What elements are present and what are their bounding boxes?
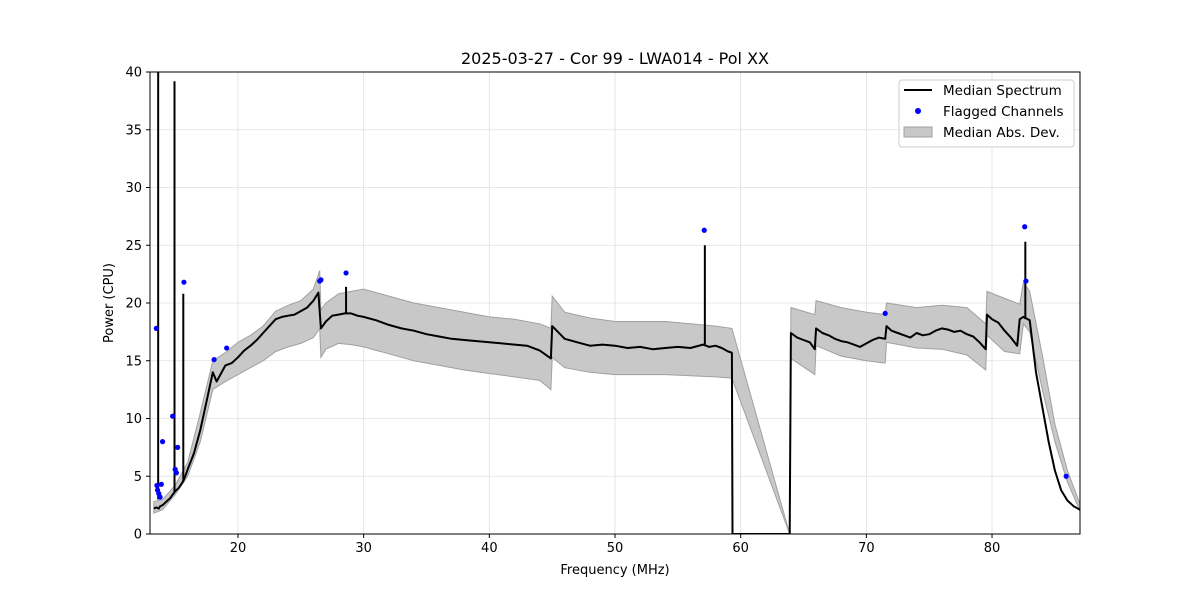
y-tick-label: 20 xyxy=(125,297,142,312)
y-tick-label: 10 xyxy=(125,412,142,427)
flagged-channel-point xyxy=(343,270,349,276)
x-axis-ticks: 20 30 40 50 60 70 80 xyxy=(230,534,1001,556)
x-axis-label: Frequency (MHz) xyxy=(560,563,669,578)
legend-box xyxy=(898,79,1075,148)
x-tick-label: 50 xyxy=(607,541,624,556)
mad-band xyxy=(153,270,1080,534)
flagged-channel-point xyxy=(1023,278,1029,284)
x-tick-label: 80 xyxy=(984,541,1001,556)
y-tick-label: 30 xyxy=(125,181,142,196)
x-tick-label: 20 xyxy=(230,541,247,556)
median-spectrum-line xyxy=(153,291,1080,534)
y-tick-label: 35 xyxy=(125,123,142,138)
legend-flagged-label: Flagged Channels xyxy=(943,104,1064,120)
flagged-channel-point xyxy=(882,310,888,316)
flagged-channel-point xyxy=(157,494,163,500)
flagged-channel-point xyxy=(211,356,217,363)
flagged-channel-point xyxy=(1063,473,1069,479)
y-tick-label: 0 xyxy=(134,528,142,543)
flagged-channel-point xyxy=(701,227,707,233)
flagged-channel-point xyxy=(158,481,164,487)
flagged-channel-point xyxy=(154,482,160,489)
legend-median-label: Median Spectrum xyxy=(943,83,1062,99)
legend-mad-fill-swatch xyxy=(903,126,933,138)
plot-area xyxy=(153,72,1080,534)
y-tick-label: 25 xyxy=(125,239,142,254)
flagged-channel-point xyxy=(181,279,187,285)
x-tick-label: 70 xyxy=(858,541,875,556)
flagged-channel-point xyxy=(1022,224,1028,230)
flagged-channel-point xyxy=(224,345,230,351)
flagged-channel-point xyxy=(153,325,159,332)
y-tick-label: 5 xyxy=(134,470,142,485)
x-tick-label: 40 xyxy=(481,541,498,556)
y-axis-ticks: 0 5 10 15 20 25 30 35 40 xyxy=(125,66,150,543)
y-tick-label: 15 xyxy=(125,354,142,369)
flagged-channel-point xyxy=(173,470,179,476)
flagged-channel-point xyxy=(170,413,176,419)
legend: Median Spectrum Flagged Channels Median … xyxy=(898,79,1075,148)
flagged-channel-point xyxy=(175,444,181,450)
legend-flagged-marker-swatch xyxy=(915,108,921,114)
y-tick-label: 40 xyxy=(125,66,142,81)
legend-mad-label: Median Abs. Dev. xyxy=(943,125,1060,141)
x-tick-label: 30 xyxy=(355,541,372,556)
chart-title: 2025-03-27 - Cor 99 - LWA014 - Pol XX xyxy=(461,49,769,68)
flagged-channel-point xyxy=(159,439,166,445)
axes-frame xyxy=(149,71,1081,535)
x-tick-label: 60 xyxy=(732,541,749,556)
flagged-channel-point xyxy=(318,277,324,283)
y-axis-label: Power (CPU) xyxy=(102,263,117,343)
